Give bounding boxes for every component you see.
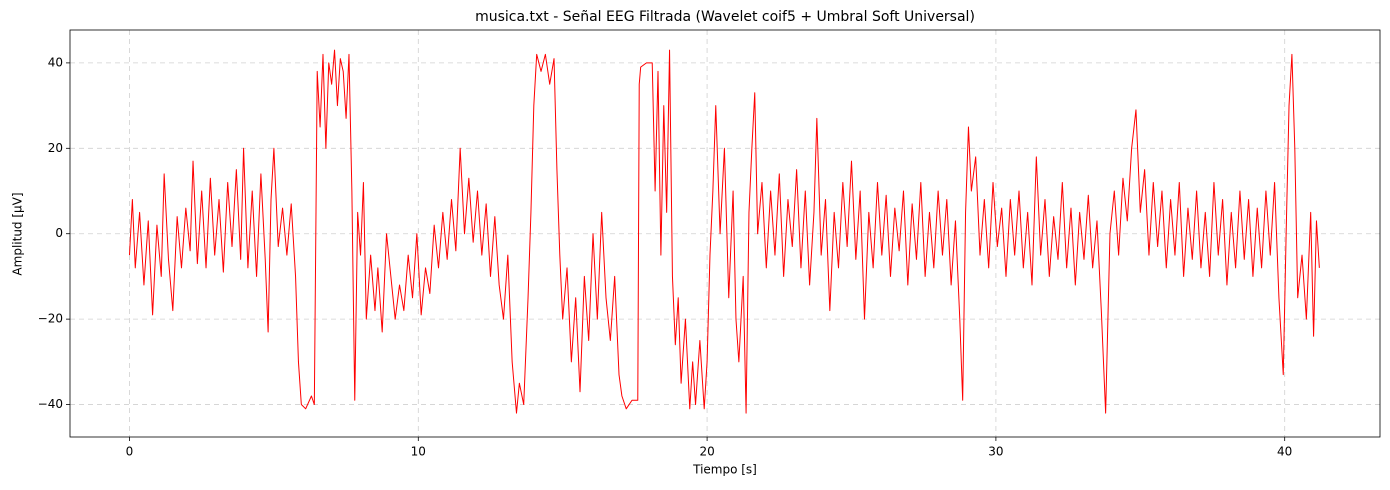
x-tick-label: 30	[988, 445, 1003, 459]
signal-line	[128, 49, 1320, 414]
x-axis-label: Tiempo [s]	[692, 463, 757, 477]
plot-frame	[69, 29, 1381, 438]
chart-title: musica.txt - Señal EEG Filtrada (Wavelet…	[475, 9, 975, 25]
x-tick-label: 40	[1277, 445, 1292, 459]
y-tick-label: −20	[38, 312, 63, 326]
y-tick-label: −40	[38, 397, 63, 411]
x-tick-label: 10	[411, 445, 426, 459]
y-tick-label: 40	[48, 55, 63, 69]
x-tick-label: 0	[126, 445, 134, 459]
x-tick-label: 20	[699, 445, 714, 459]
y-axis-label: Amplitud [µV]	[11, 192, 25, 275]
y-tick-label: 0	[55, 226, 63, 240]
y-tick-label: 20	[48, 141, 63, 155]
